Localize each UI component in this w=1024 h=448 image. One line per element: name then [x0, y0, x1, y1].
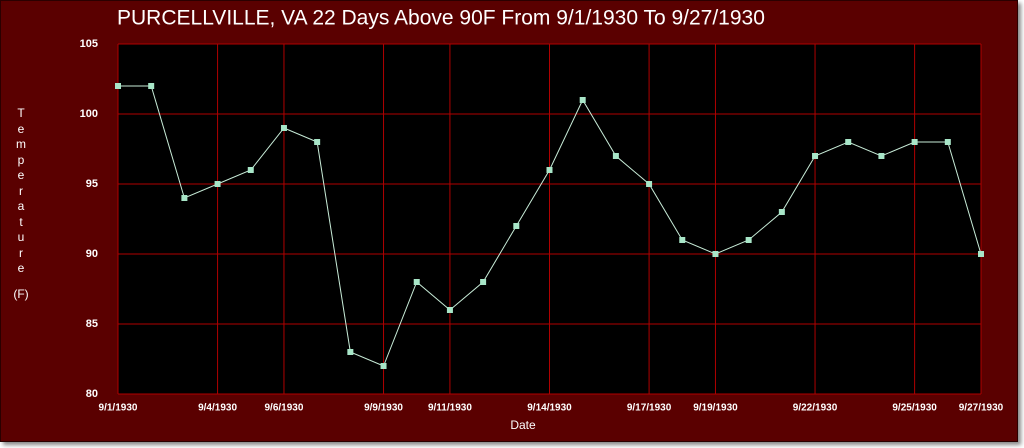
chart-svg: PURCELLVILLE, VA 22 Days Above 90F From … — [80, 7, 1004, 433]
data-point — [413, 279, 420, 285]
x-tick-label: 9/17/1930 — [627, 403, 672, 414]
data-point — [148, 83, 155, 89]
data-point — [712, 251, 719, 257]
data-point — [878, 153, 885, 159]
x-tick-label: 9/6/1930 — [264, 403, 303, 414]
data-point — [612, 153, 619, 159]
x-axis-label: Date — [510, 418, 536, 432]
x-tick-label: 9/4/1930 — [198, 403, 237, 414]
data-point — [944, 139, 951, 145]
data-point — [347, 349, 354, 355]
data-point — [214, 181, 221, 187]
data-point — [380, 363, 387, 369]
y-tick-label: 100 — [80, 108, 98, 120]
y-tick-label: 105 — [80, 38, 98, 50]
y-tick-label: 90 — [86, 248, 98, 260]
data-point — [115, 83, 121, 89]
data-point — [446, 307, 453, 313]
data-point — [679, 237, 686, 243]
data-point — [480, 279, 487, 285]
data-point — [579, 97, 586, 103]
y-tick-label: 95 — [86, 178, 98, 190]
x-tick-label: 9/19/1930 — [693, 403, 738, 414]
data-point — [513, 223, 520, 229]
data-point — [812, 153, 819, 159]
x-tick-label: 9/27/1930 — [959, 403, 1004, 414]
y-tick-label: 80 — [86, 388, 98, 400]
data-point — [778, 209, 785, 215]
data-point — [646, 181, 653, 187]
chart-title: PURCELLVILLE, VA 22 Days Above 90F From … — [117, 7, 765, 30]
x-tick-label: 9/25/1930 — [892, 403, 937, 414]
data-point — [745, 237, 752, 243]
x-tick-label: 9/1/1930 — [99, 403, 138, 414]
data-point — [546, 167, 553, 173]
x-tick-label: 9/14/1930 — [527, 403, 572, 414]
data-point — [314, 139, 321, 145]
data-point — [247, 167, 254, 173]
data-point — [911, 139, 918, 145]
x-tick-label: 9/9/1930 — [364, 403, 403, 414]
data-point — [181, 195, 188, 201]
x-tick-label: 9/11/1930 — [428, 403, 472, 414]
data-point — [845, 139, 852, 145]
y-tick-label: 85 — [86, 318, 98, 330]
x-tick-label: 9/22/1930 — [793, 403, 838, 414]
data-point — [978, 251, 984, 257]
data-point — [280, 125, 287, 131]
